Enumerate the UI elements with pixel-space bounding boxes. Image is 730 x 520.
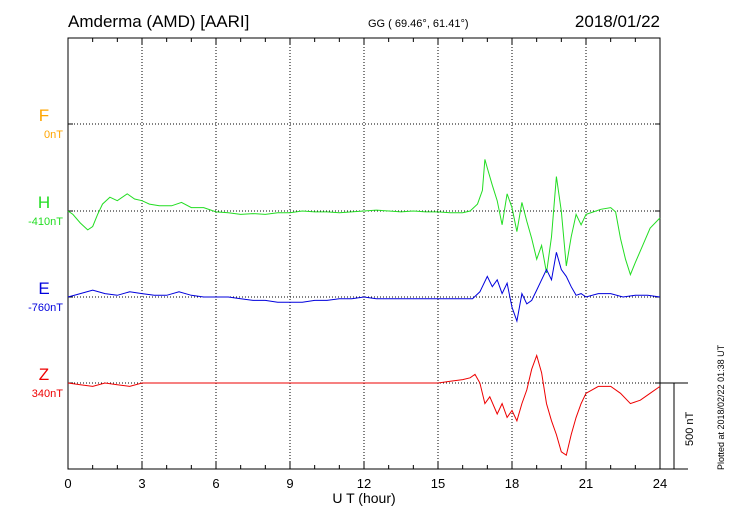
series-z-trace [67,353,661,457]
scale-bar-label: 500 nT [684,411,696,446]
station-title: Amderma (AMD) [AARI] [68,12,249,31]
component-h-label: H [38,193,50,212]
x-tick-label: 21 [579,476,593,491]
scale-bar: 500 nT [660,382,696,470]
x-tick-label: 15 [431,476,445,491]
component-f-label: F [39,106,49,125]
component-e-baseline: -760nT [28,302,63,314]
x-tick-label: 12 [357,476,371,491]
component-e-label: E [38,279,49,298]
x-tick-label: 24 [653,476,667,491]
ticks [67,38,661,469]
series-h-trace [67,159,661,277]
coordinates-label: GG ( 69.46°, 61.41°) [368,18,469,30]
grid [68,38,660,469]
component-z-label: Z [39,365,49,384]
component-z-baseline: 340nT [32,388,63,400]
x-tick-label: 3 [138,476,145,491]
x-tick-labels: 0 3 6 9 12 15 18 21 24 [64,476,667,491]
component-h-baseline: -410nT [28,216,63,228]
x-tick-label: 6 [212,476,219,491]
x-tick-label: 0 [64,476,71,491]
component-labels: F 0nT H -410nT E -760nT Z 340nT [28,106,63,400]
component-f-baseline: 0nT [44,129,63,141]
date-label: 2018/01/22 [575,12,660,31]
traces [67,159,661,457]
series-e-trace [67,252,661,324]
x-tick-label: 9 [286,476,293,491]
x-tick-label: 18 [505,476,519,491]
x-axis-label: U T (hour) [332,490,395,506]
plotted-timestamp: Plotted at 2018/02/22 01:38 UT [716,344,726,470]
